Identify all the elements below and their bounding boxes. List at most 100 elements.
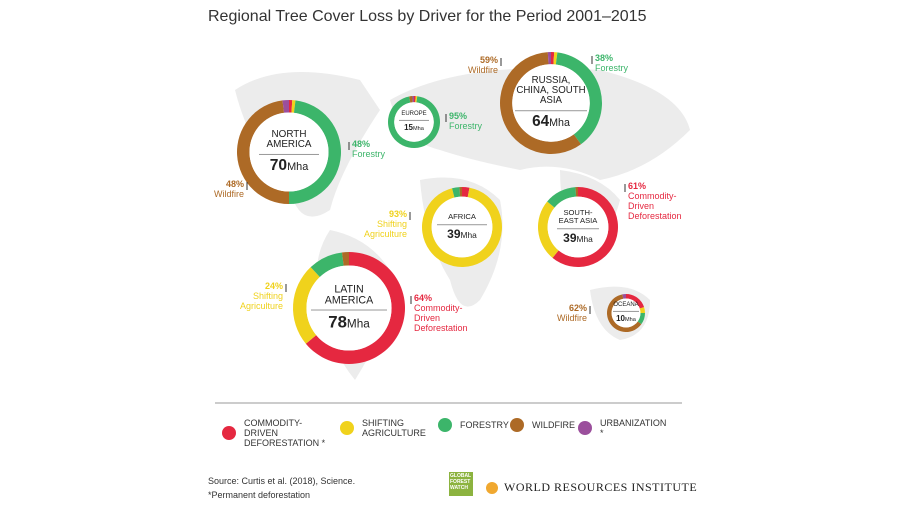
region-name: RUSSIA, CHINA, SOUTH ASIA <box>515 76 587 111</box>
region-name-text: NORTH AMERICA <box>266 128 312 151</box>
callout-label-row: Forestry <box>449 120 519 132</box>
region-label: OCEANA 10Mha <box>613 302 639 324</box>
callout: 62% Wildfire <box>517 303 587 324</box>
wri-text: WORLD RESOURCES INSTITUTE <box>504 480 698 494</box>
total-value: 39 <box>447 227 461 242</box>
total-unit: Mha <box>576 234 593 245</box>
total-unit: Mha <box>549 116 570 129</box>
legend-item: WILDFIRE <box>510 418 575 432</box>
callout-label-row: Wildfire <box>428 64 498 76</box>
donut-segment <box>500 52 581 154</box>
donut-segment <box>555 52 602 145</box>
region-total: 64Mha <box>515 112 587 130</box>
donut-hole <box>547 196 609 258</box>
legend-item: COMMODITY-DRIVEN DEFORESTATION * <box>222 418 327 448</box>
region-name-text: EUROPE <box>401 110 427 117</box>
total-value: 78 <box>328 312 347 332</box>
callout-value-row: 59% <box>428 55 498 66</box>
region-label: EUROPE 15Mha <box>399 111 429 133</box>
region-label: LATIN AMERICA 78Mha <box>311 283 387 332</box>
donut-segment <box>552 187 619 267</box>
donut-hole <box>611 298 641 328</box>
region-label: SOUTH-EAST ASIA 39Mha <box>557 209 599 245</box>
legend-swatch <box>578 421 592 435</box>
callout-label-row: Shifting Agriculture <box>337 218 407 240</box>
callout: 59% Wildfire <box>428 55 498 76</box>
callout-label-row: Wildfire <box>174 188 244 200</box>
callout-value: 61% <box>628 181 647 191</box>
callout-label: Forestry <box>449 120 483 131</box>
region-total: 10Mha <box>613 315 639 324</box>
callout-label-row: Forestry <box>595 63 665 74</box>
callout-label: Shifting Agriculture <box>363 218 407 239</box>
callout: 93% Shifting Agriculture <box>337 209 407 240</box>
total-unit: Mha <box>346 317 370 331</box>
donut-segment <box>415 96 418 103</box>
donut-segment <box>289 100 342 204</box>
chart-title: Regional Tree Cover Loss by Driver for t… <box>208 8 647 25</box>
callout-value: 38% <box>595 53 614 63</box>
donut-segment <box>551 52 555 65</box>
donut-segment <box>289 100 293 113</box>
source: Source: Curtis et al. (2018), Science. <box>208 476 355 486</box>
donut-segment <box>547 52 551 65</box>
callout-value: 48% <box>352 139 371 149</box>
region-name-text: LATIN AMERICA <box>324 283 374 307</box>
legend-swatch <box>438 418 452 432</box>
callout-value: 62% <box>568 303 587 313</box>
total-value: 64 <box>532 112 550 130</box>
region-total: 70Mha <box>259 157 319 174</box>
callout-value-row: 62% <box>517 303 587 314</box>
donut-segment <box>639 307 645 313</box>
donut-segment <box>575 187 578 197</box>
donut-segment <box>626 294 645 309</box>
wri-logo: WORLD RESOURCES INSTITUTE <box>486 480 697 495</box>
donut-segment <box>409 96 413 103</box>
region-total: 78Mha <box>311 314 387 332</box>
donut-segment <box>236 100 289 204</box>
total-value: 39 <box>563 231 577 246</box>
donut-segment <box>282 100 289 113</box>
legend-label: COMMODITY-DRIVEN DEFORESTATION * <box>244 418 326 448</box>
donut-segment <box>462 187 470 198</box>
callout-label: Commodity-Driven Deforestation <box>628 190 682 221</box>
callout-label: Wildfire <box>556 312 587 323</box>
total-value: 15 <box>404 123 413 133</box>
region-name: AFRICA <box>437 213 487 226</box>
callout-value: 64% <box>414 293 433 303</box>
total-unit: Mha <box>413 126 424 133</box>
callout: 24% Shifting Agriculture <box>213 281 283 312</box>
callout-label: Wildfire <box>213 188 244 199</box>
region-total: 39Mha <box>437 228 487 241</box>
callout-label-row: Commodity-Driven Deforestation <box>414 303 484 334</box>
footnote-text: *Permanent deforestation <box>208 490 311 500</box>
callout-value: 93% <box>388 209 407 219</box>
region-label: NORTH AMERICA 70Mha <box>259 128 319 174</box>
donut-segment <box>310 252 344 277</box>
callout-value: 24% <box>264 281 283 291</box>
region-name: LATIN AMERICA <box>311 283 387 311</box>
gfw-logo: GLOBAL FOREST WATCH <box>449 472 473 496</box>
legend-label: SHIFTING AGRICULTURE <box>362 418 426 438</box>
region-label: RUSSIA, CHINA, SOUTH ASIA 64Mha <box>515 76 587 130</box>
callout-value-row: 93% <box>337 209 407 220</box>
total-unit: Mha <box>460 230 477 241</box>
legend-swatch <box>222 426 236 440</box>
donut-segment <box>291 100 296 113</box>
callout-label: Wildfire <box>467 64 498 75</box>
callout-value: 48% <box>225 179 244 189</box>
legend-item: URBANIZATION * <box>578 418 666 438</box>
callout-label-row: Forestry <box>352 149 422 160</box>
region-name: OCEANA <box>613 302 639 313</box>
callout-label-row: Commodity-Driven Deforestation <box>628 190 698 222</box>
callout-value-row: 61% <box>628 181 698 192</box>
callout: 61% Commodity-Driven Deforestation <box>628 181 698 222</box>
callout-label-row: Shifting Agriculture <box>213 291 283 312</box>
donut-hole <box>431 196 493 258</box>
legend-swatch <box>340 421 354 435</box>
callout-value-row: 24% <box>213 281 283 292</box>
donut-segment <box>637 313 645 325</box>
donut-segment <box>452 187 461 198</box>
